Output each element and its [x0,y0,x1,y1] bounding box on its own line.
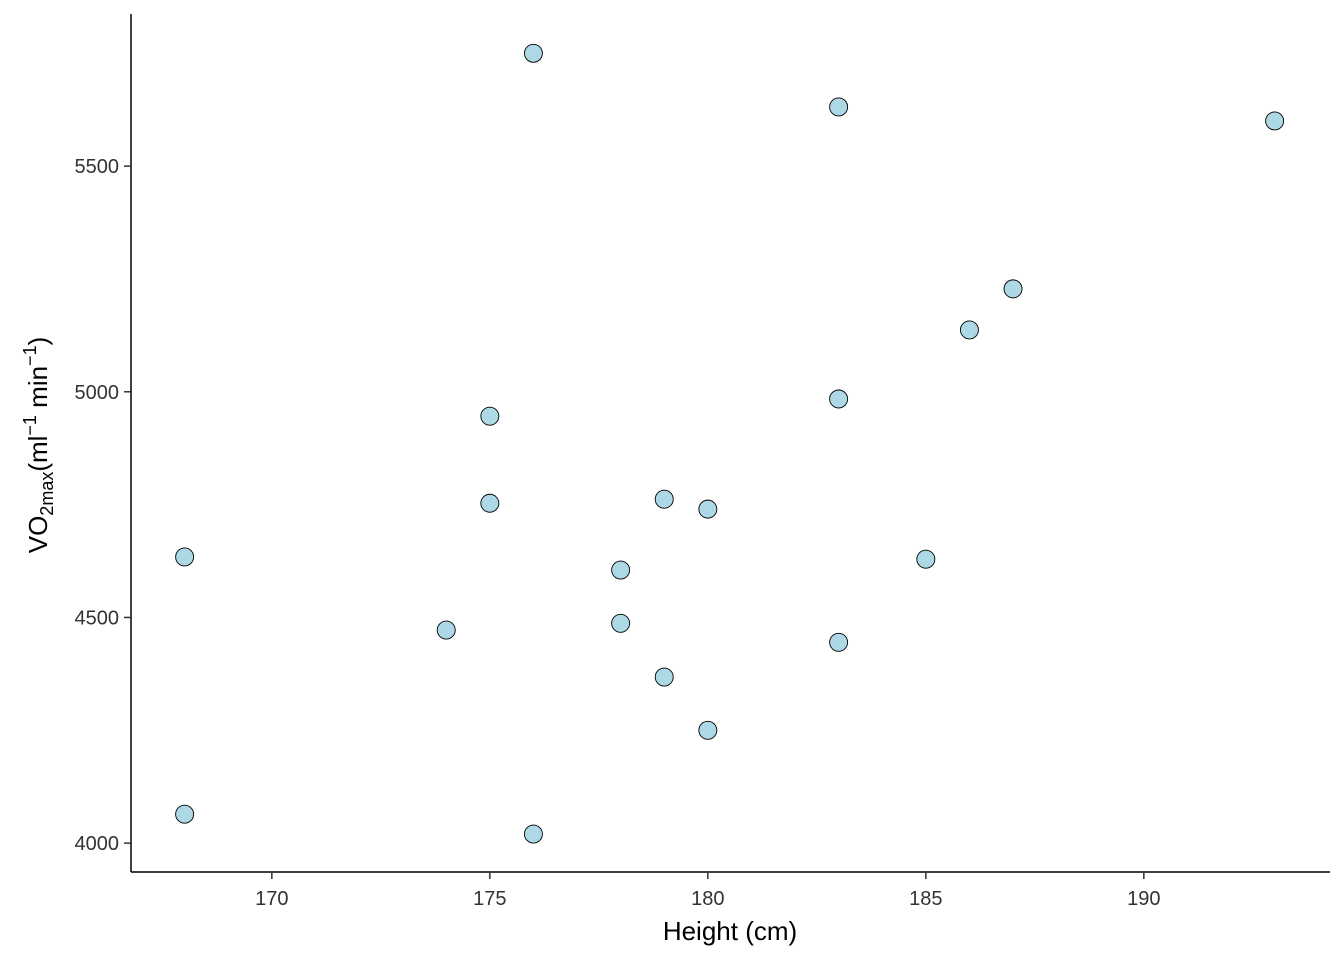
y-label-close: ) [23,337,53,346]
data-point [829,97,849,117]
y-ticks: 4000 4500 5000 5500 [75,156,131,855]
y-label-base: VO [23,516,53,554]
data-point [523,43,543,63]
data-point [916,549,936,569]
y-label-sup2: −1 [20,345,40,366]
y-axis-label: VO2max(ml−1 min−1) [20,337,57,554]
data-point [698,499,718,519]
x-tick-label: 180 [691,888,724,910]
x-tick-label: 175 [473,888,506,910]
x-ticks: 170 175 180 185 190 [255,872,1161,910]
data-point [829,389,849,409]
x-axis-label: Height (cm) [663,916,797,946]
y-tick-label: 4500 [75,607,120,629]
data-point [829,632,849,652]
data-point [1003,279,1023,299]
data-point [523,824,543,844]
data-point [654,667,674,687]
y-label-open: (ml [23,436,53,472]
data-point [611,613,631,633]
data-point [436,620,456,640]
y-tick-label: 5500 [75,156,120,178]
x-tick-label: 170 [255,888,288,910]
x-tick-label: 190 [1127,888,1160,910]
data-point [175,547,195,567]
data-point [1265,111,1285,131]
x-tick-label: 185 [909,888,942,910]
data-point [698,720,718,740]
y-tick-label: 4000 [75,833,120,855]
y-label-mid: min [23,366,53,415]
y-label-sub: 2max [37,472,57,516]
points-layer [175,43,1285,844]
data-point [175,804,195,824]
data-point [611,560,631,580]
y-tick-label: 5000 [75,382,120,404]
data-point [959,320,979,340]
data-point [480,406,500,426]
y-label-sup1: −1 [20,415,40,436]
data-point [654,489,674,509]
data-point [480,493,500,513]
